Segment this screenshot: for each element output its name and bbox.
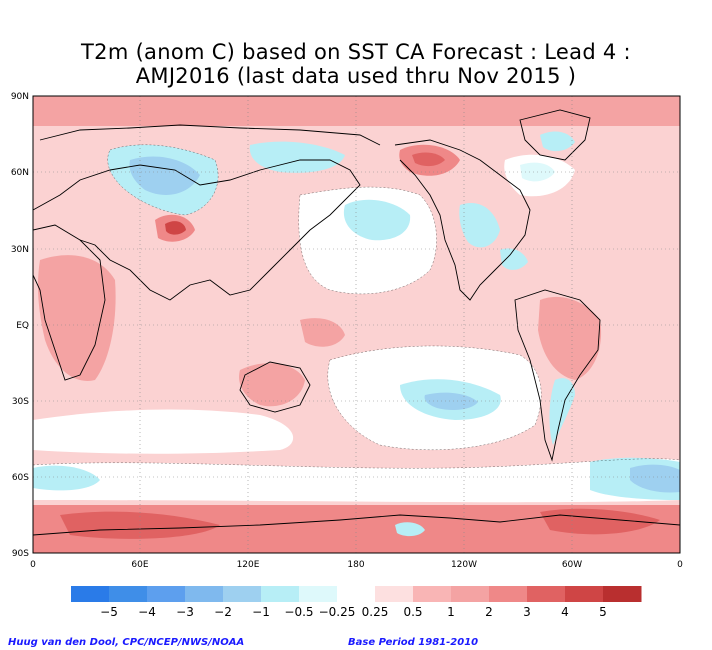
map-frame bbox=[32, 95, 681, 554]
lat-label: EQ bbox=[16, 321, 29, 331]
longitude-axis: 0 60E 120E 180 120W 60W 0 bbox=[30, 560, 683, 570]
contour-north-pacific bbox=[298, 186, 437, 295]
lon-label: 60W bbox=[562, 560, 582, 570]
lat-label: 60S bbox=[12, 473, 29, 483]
australia-warm-region bbox=[239, 363, 305, 407]
lon-label: 120W bbox=[451, 560, 477, 570]
southern-ocean-cool-patch-west bbox=[33, 465, 100, 491]
colorbar-swatch bbox=[565, 586, 604, 602]
north-pacific-cool-patch bbox=[343, 199, 411, 241]
lat-label: 30N bbox=[11, 245, 29, 255]
contour-lines bbox=[33, 144, 680, 469]
south-pacific-cool-core bbox=[424, 392, 478, 410]
lon-label: 120E bbox=[237, 560, 260, 570]
lat-label: 30S bbox=[12, 397, 29, 407]
arctic-anomaly-band bbox=[33, 96, 680, 126]
graticule bbox=[33, 96, 680, 553]
north-eurasia-coastline bbox=[39, 124, 381, 146]
colorbar-swatch bbox=[337, 586, 376, 602]
indian-ocean-neutral-region bbox=[33, 409, 294, 454]
colorbar-swatch bbox=[109, 586, 148, 602]
colorbar-swatch bbox=[413, 586, 452, 602]
colorbar-label: 2 bbox=[485, 605, 493, 619]
colorbar-label: 0.5 bbox=[403, 605, 422, 619]
coastlines bbox=[33, 109, 680, 536]
lon-label: 0 bbox=[677, 560, 683, 570]
colorbar-swatch bbox=[451, 586, 490, 602]
colorbar-label: −3 bbox=[176, 605, 194, 619]
colorbar-label: −1 bbox=[252, 605, 270, 619]
colorbar-label: −5 bbox=[100, 605, 118, 619]
greenland-cool-patch bbox=[540, 131, 575, 152]
greenland-coastline bbox=[519, 109, 591, 161]
anomaly-map bbox=[33, 96, 680, 553]
colorbar-swatch bbox=[147, 586, 186, 602]
eurasia-coastline bbox=[33, 159, 361, 301]
colorbar-swatch bbox=[527, 586, 566, 602]
siberia-cool-region bbox=[249, 141, 345, 173]
title-line-1: T2m (anom C) based on SST CA Forecast : … bbox=[81, 40, 631, 64]
colorbar-label: −4 bbox=[138, 605, 156, 619]
antarctic-warm-core-west bbox=[60, 511, 220, 539]
antarctica-coastline bbox=[33, 514, 680, 536]
contour-south-pacific bbox=[327, 345, 542, 451]
latitude-axis: 90N 60N 30N EQ 30S 60S 90S bbox=[11, 92, 29, 559]
lat-label: 90N bbox=[11, 92, 29, 102]
africa-warm-region bbox=[37, 255, 116, 381]
colorbar: −5 −4 −3 −2 −1 −0.5 −0.25 0.25 0.5 1 2 3 4 5 bbox=[71, 586, 642, 619]
lat-label: 60N bbox=[11, 168, 29, 178]
colorbar-swatch bbox=[299, 586, 338, 602]
colorbar-swatch bbox=[603, 586, 642, 602]
contour-southern-ocean bbox=[33, 458, 680, 469]
colorbar-swatch bbox=[223, 586, 262, 602]
colorbar-label: 0.25 bbox=[362, 605, 389, 619]
east-asia-warm-peak bbox=[165, 221, 186, 235]
lon-label: 0 bbox=[30, 560, 36, 570]
lon-label: 60E bbox=[131, 560, 148, 570]
africa-coastline bbox=[33, 224, 106, 381]
australia-coastline bbox=[239, 361, 311, 413]
colorbar-label: −0.5 bbox=[284, 605, 313, 619]
colorbar-label: −0.25 bbox=[319, 605, 356, 619]
east-us-cool-region bbox=[500, 248, 528, 270]
lon-label: 180 bbox=[347, 560, 364, 570]
antarctic-cool-spot bbox=[395, 522, 425, 537]
title-line-2: AMJ2016 (last data used thru Nov 2015 ) bbox=[135, 64, 577, 88]
antarctic-warm-core-east bbox=[540, 508, 660, 535]
north-america-cool-region bbox=[459, 202, 500, 248]
colorbar-swatch bbox=[375, 586, 414, 602]
colorbar-label: 4 bbox=[561, 605, 569, 619]
south-america-coastline bbox=[514, 289, 601, 462]
colorbar-swatch bbox=[71, 586, 110, 602]
southern-ocean-cool-core-east bbox=[630, 464, 680, 493]
alaska-warm-peak bbox=[412, 152, 445, 167]
colorbar-swatch bbox=[489, 586, 528, 602]
colorbar-label: 1 bbox=[447, 605, 455, 619]
credit-base-period: Base Period 1981-2010 bbox=[348, 637, 479, 648]
contour-central-asia bbox=[107, 144, 219, 216]
colorbar-label: −2 bbox=[214, 605, 232, 619]
credit-author: Huug van den Dool, CPC/NCEP/NWS/NOAA bbox=[8, 637, 245, 648]
colorbar-label: 3 bbox=[523, 605, 531, 619]
north-america-coastline bbox=[394, 139, 531, 301]
lat-label: 90S bbox=[12, 549, 29, 559]
colorbar-swatch bbox=[261, 586, 300, 602]
south-america-warm-region bbox=[538, 296, 602, 380]
colorbar-label: 5 bbox=[599, 605, 607, 619]
colorbar-swatch bbox=[185, 586, 224, 602]
southern-ocean-belt bbox=[33, 458, 680, 503]
